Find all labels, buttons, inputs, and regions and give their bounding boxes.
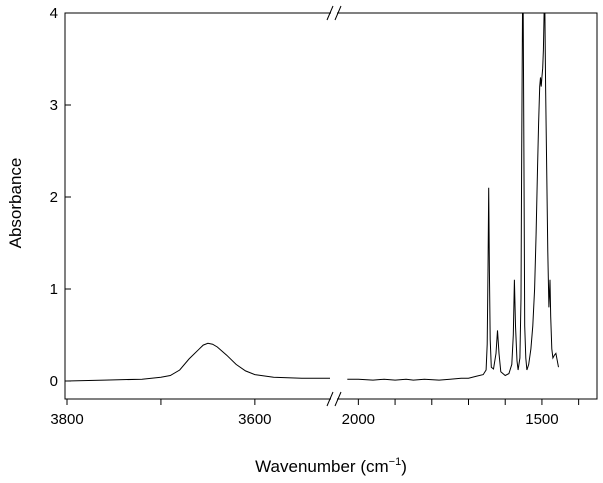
y-tick-label: 3 <box>50 97 58 114</box>
y-tick-label: 4 <box>50 5 58 22</box>
x-axis-title-suffix: ) <box>401 457 407 476</box>
x-axis-title-exponent: −1 <box>389 456 402 468</box>
x-axis-title: Wavenumber (cm−1) <box>255 456 407 476</box>
y-axis-title: Absorbance <box>6 158 25 249</box>
x-tick-label: 3800 <box>50 411 83 428</box>
axis-break-mark-top <box>326 5 334 21</box>
spectrum-line-low-wavenumber <box>347 12 559 381</box>
y-tick-label: 0 <box>50 373 58 390</box>
axis-break-mark-top <box>334 5 342 21</box>
axis-break-mark-bottom <box>326 391 334 407</box>
y-axis-ticks: 0 1 2 3 4 <box>50 5 71 390</box>
axis-break-group <box>326 5 342 407</box>
axis-break-gap-top <box>331 10 337 16</box>
y-tick-label: 2 <box>50 189 58 206</box>
series-group <box>66 12 559 382</box>
x-axis-title-main: Wavenumber (cm <box>255 457 389 476</box>
x-tick-label: 3600 <box>238 411 271 428</box>
axis-break-mark-bottom <box>334 391 342 407</box>
x-tick-label: 2000 <box>342 411 375 428</box>
plot-frame <box>64 12 598 400</box>
plot-area: 0 1 2 3 4 3800 3600 2000 1500 <box>50 5 598 428</box>
axis-break-gap-bottom <box>331 396 337 402</box>
y-tick-label: 1 <box>50 281 58 298</box>
x-axis-ticks: 3800 3600 2000 1500 <box>50 399 580 428</box>
spectrum-line-high-wavenumber <box>66 342 330 382</box>
x-tick-label: 1500 <box>525 411 558 428</box>
